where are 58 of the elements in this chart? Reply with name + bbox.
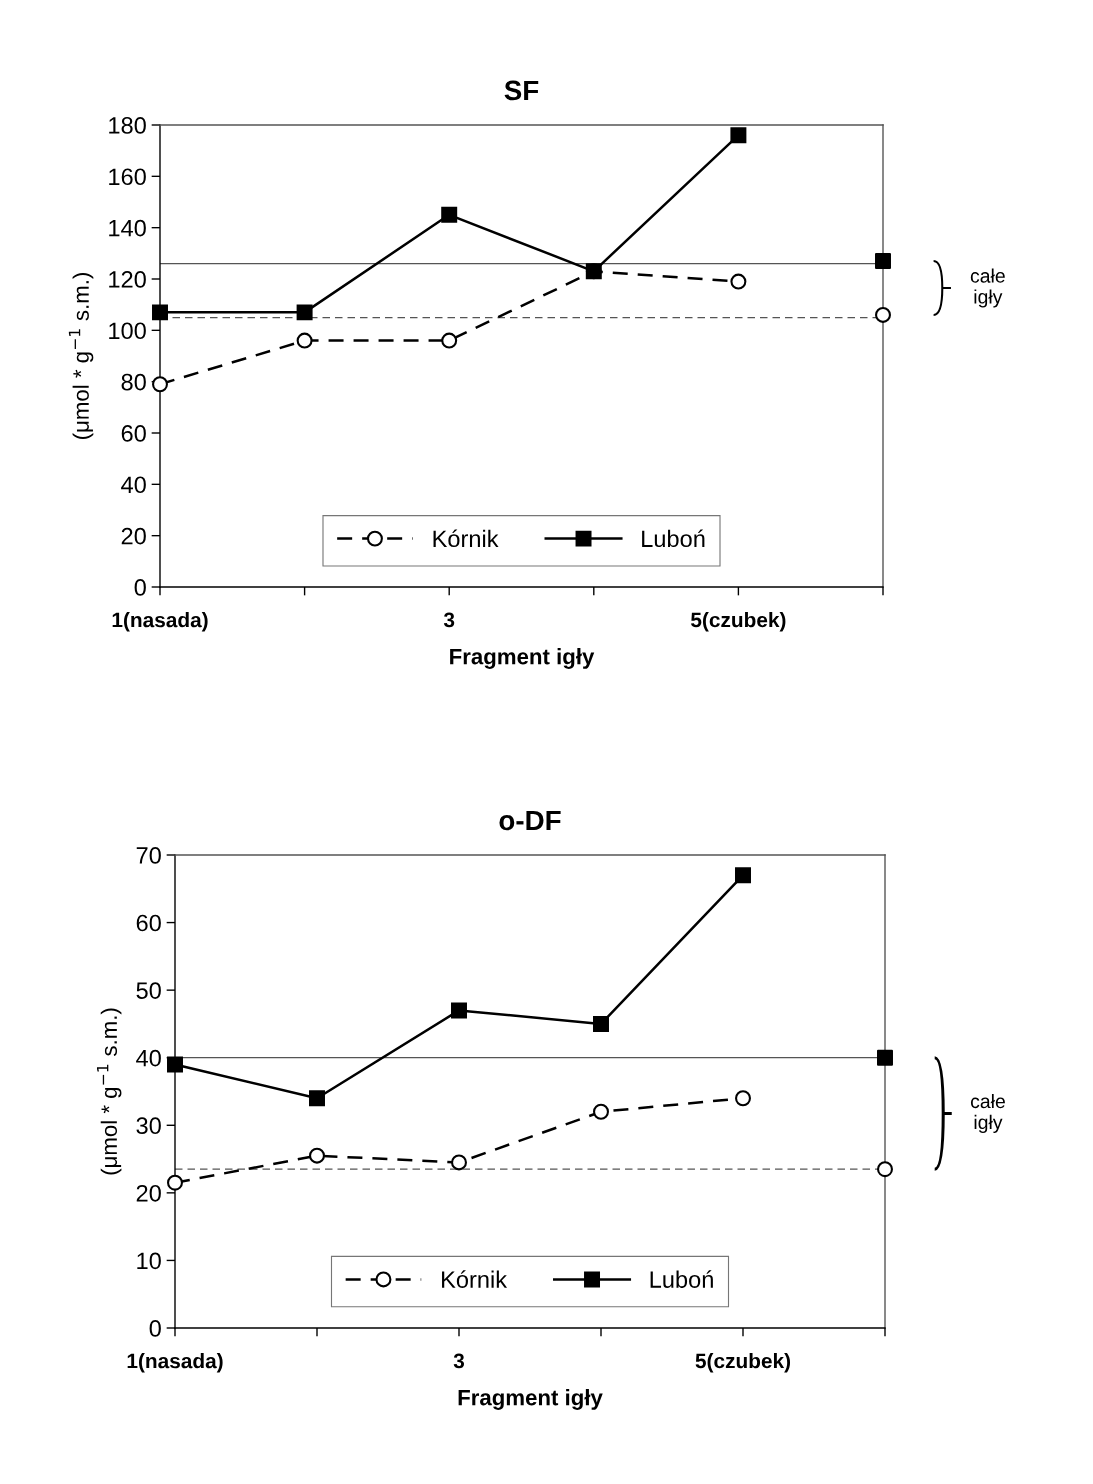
point xyxy=(730,273,747,290)
y-tick-label: 40 xyxy=(136,1049,161,1067)
y-tick-label: 60 xyxy=(136,914,161,932)
x-tick-label: 1(nasada) xyxy=(112,612,208,632)
point xyxy=(730,127,747,144)
x-tick-label: 1(nasada) xyxy=(127,1353,223,1373)
point xyxy=(309,1090,325,1107)
y-tick-label: 120 xyxy=(109,271,146,288)
y-tick-label: 160 xyxy=(109,168,146,186)
x-tick-label: 5(czubek) xyxy=(691,612,786,632)
text: całe igły xyxy=(970,1093,1005,1133)
y-tick-label: 30 xyxy=(136,1117,161,1135)
x-tick-label: 3 xyxy=(443,612,455,628)
point xyxy=(451,1002,467,1019)
y-tick-label: 0 xyxy=(149,1320,161,1337)
point xyxy=(593,1103,609,1120)
x-tick-label: 5(czubek) xyxy=(695,1353,791,1373)
point xyxy=(451,1154,467,1171)
point xyxy=(441,332,458,349)
point xyxy=(875,253,891,270)
point xyxy=(152,376,168,393)
y-tick-label: 60 xyxy=(121,425,146,442)
y-tick-label: 0 xyxy=(134,579,146,596)
y-tick-label: 40 xyxy=(121,476,146,494)
legend-label: Luboń xyxy=(642,529,705,548)
point xyxy=(167,1174,183,1191)
point xyxy=(735,867,751,884)
point xyxy=(167,1056,183,1073)
legend-label: Kórnik xyxy=(433,529,499,548)
x-axis-title: Fragment igły xyxy=(458,1389,603,1410)
chart-title: o-DF xyxy=(499,810,561,831)
y-tick-label: 20 xyxy=(136,1184,161,1202)
text: całe igły xyxy=(970,268,1005,308)
point xyxy=(593,1015,609,1032)
y-tick-label: 70 xyxy=(136,847,161,864)
y-tick-label: 20 xyxy=(121,527,146,545)
point xyxy=(296,332,313,349)
legend-label: Luboń xyxy=(650,1270,713,1288)
chart-title: SF xyxy=(504,80,539,101)
x-axis-title: Fragment igły xyxy=(450,648,595,669)
y-axis-title: (μmol * g$^{−1}$ s.m.) xyxy=(68,273,94,439)
point xyxy=(152,304,168,321)
y-tick-label: 140 xyxy=(109,219,146,237)
legend-label: Kórnik xyxy=(442,1270,508,1288)
point xyxy=(309,1147,325,1164)
x-tick-label: 3 xyxy=(453,1353,465,1369)
point xyxy=(877,1049,893,1066)
point xyxy=(875,306,891,323)
point xyxy=(735,1090,751,1107)
point xyxy=(441,206,458,223)
y-tick-label: 50 xyxy=(136,982,161,999)
y-tick-label: 80 xyxy=(121,373,146,391)
y-axis-title: (μmol * g$^{−1}$ s.m.) xyxy=(96,1008,122,1175)
point xyxy=(296,304,313,321)
y-tick-label: 180 xyxy=(109,117,146,134)
y-tick-label: 100 xyxy=(109,322,146,340)
y-tick-label: 10 xyxy=(137,1252,161,1270)
point xyxy=(877,1161,893,1178)
